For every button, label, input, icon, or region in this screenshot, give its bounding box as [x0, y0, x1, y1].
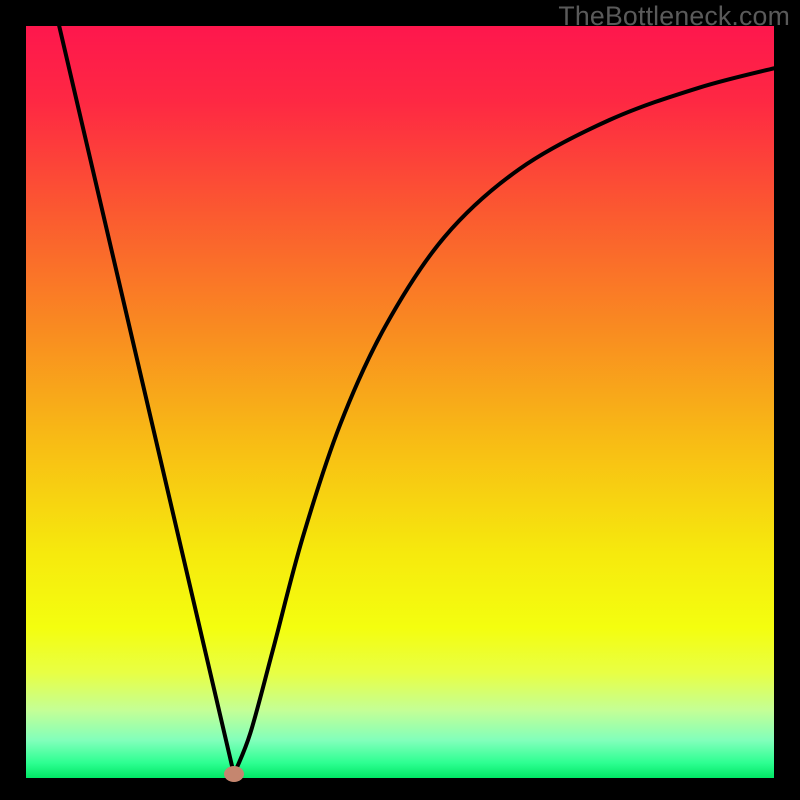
gradient-background	[26, 26, 774, 778]
minimum-marker	[224, 766, 244, 782]
watermark-text: TheBottleneck.com	[558, 1, 790, 32]
bottleneck-chart: TheBottleneck.com	[0, 0, 800, 800]
